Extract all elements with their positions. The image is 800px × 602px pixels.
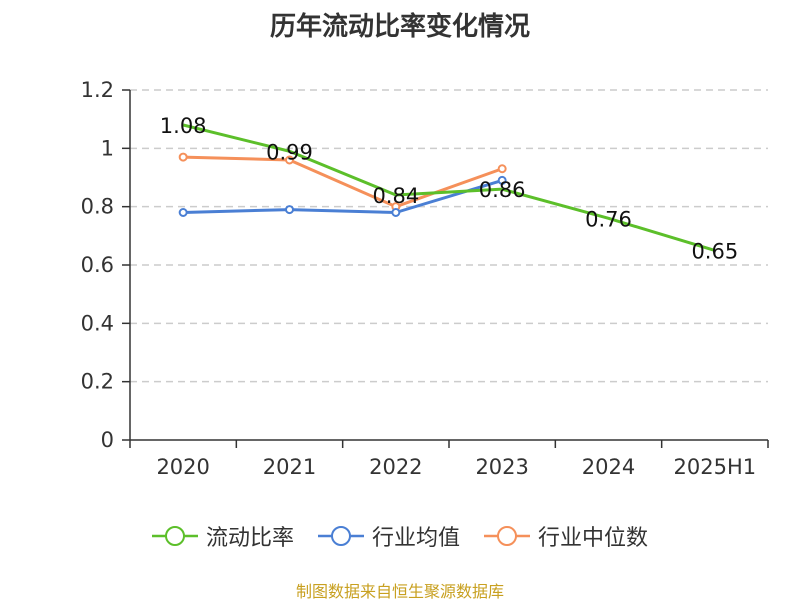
series-line (183, 178, 503, 214)
y-tick-label: 0.2 (81, 370, 114, 394)
grid-layer (130, 89, 768, 383)
data-point (285, 205, 294, 215)
y-tick-label: 1.2 (81, 78, 114, 102)
data-label: 0.65 (691, 239, 738, 263)
label-layer: 1.08 0.99 0.84 0.86 0.76 0.65 (160, 114, 738, 263)
legend-item-current-ratio[interactable]: 流动比率 (151, 520, 294, 552)
data-point (285, 155, 294, 165)
axis-layer: 0 0.2 0.4 0.6 0.8 1 1.2 2020 2021 2022 2023 2024 202… (81, 78, 769, 479)
data-point (497, 164, 507, 174)
data-point (391, 208, 401, 217)
data-label: 0.86 (479, 178, 526, 202)
y-tick-label: 0.4 (81, 311, 114, 335)
legend-swatch-icon (484, 526, 530, 546)
x-tick-label: 2020 (156, 455, 209, 479)
data-label: 1.08 (160, 114, 207, 138)
data-label: 0.99 (266, 140, 313, 164)
legend-swatch-icon (317, 526, 364, 546)
x-tick-label: 2023 (475, 455, 528, 479)
y-tick-label: 0 (101, 428, 114, 452)
legend-item-industry-mean[interactable]: 行业均值 (317, 520, 460, 552)
y-tick-label: 0.6 (81, 253, 114, 277)
data-point (497, 175, 507, 185)
chart-title: 历年流动比率变化情况 (269, 12, 530, 42)
x-tick-label: 2025H1 (674, 455, 757, 479)
source-note: 制图数据来自恒生聚源数据库 (295, 582, 504, 601)
legend: 流动比率 行业均值 行业中位数 (0, 520, 800, 552)
data-point (178, 208, 188, 217)
y-tick-label: 1 (101, 136, 114, 160)
legend-label: 行业均值 (371, 526, 460, 551)
data-label: 0.76 (585, 207, 632, 231)
series-line (182, 123, 716, 252)
x-tick-label: 2021 (263, 455, 316, 479)
legend-swatch-icon (151, 526, 198, 546)
y-tick-label: 0.8 (81, 195, 114, 219)
x-tick-label: 2024 (582, 455, 635, 479)
data-point (178, 152, 188, 162)
legend-label: 行业中位数 (538, 526, 649, 551)
legend-label: 流动比率 (205, 526, 294, 551)
series-line (183, 155, 503, 209)
data-label: 0.84 (372, 184, 419, 208)
series-layer (178, 123, 716, 252)
legend-item-industry-median[interactable]: 行业中位数 (484, 520, 648, 552)
x-tick-label: 2022 (369, 455, 422, 479)
